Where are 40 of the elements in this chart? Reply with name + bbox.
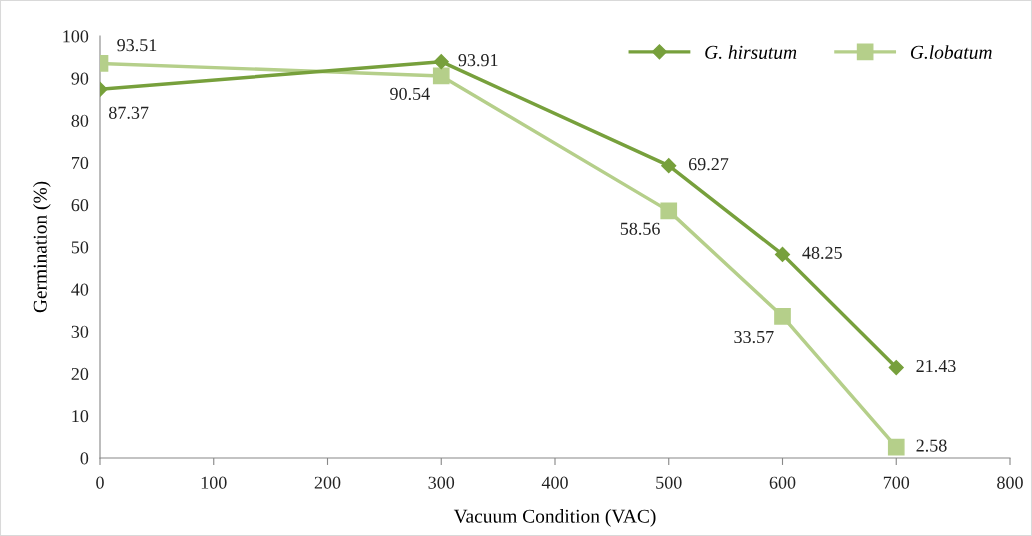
y-tick-label: 20 <box>71 367 89 381</box>
data-label: 87.37 <box>109 106 149 119</box>
y-tick-label: 60 <box>71 199 89 212</box>
data-label: 58.56 <box>620 222 660 235</box>
point <box>660 202 678 220</box>
legend-label: G.lobatum <box>910 45 992 59</box>
y-tick-label: 90 <box>71 72 89 85</box>
data-label: 2.58 <box>916 439 947 452</box>
legend-label: G. hirsutum <box>705 45 797 59</box>
data-label: 69.27 <box>688 158 729 171</box>
data-label: 33.57 <box>734 330 774 344</box>
data-label: 90.54 <box>390 87 430 100</box>
point <box>661 158 677 174</box>
x-tick-label: 200 <box>314 476 341 489</box>
x-tick-label: 400 <box>541 476 568 489</box>
y-tick-label: 10 <box>72 410 89 423</box>
y-tick-label: 0 <box>80 452 89 465</box>
y-tick-label: 40 <box>71 283 89 296</box>
point <box>887 438 905 456</box>
data-label: 48.25 <box>802 246 842 259</box>
y-tick-label: 30 <box>71 325 89 338</box>
data-label: 93.51 <box>117 39 157 52</box>
x-tick-label: 500 <box>656 476 682 489</box>
x-tick-label: 700 <box>883 476 910 489</box>
data-label: 21.43 <box>916 359 956 373</box>
x-tick-label: 300 <box>428 476 455 489</box>
y-tick-label: 50 <box>71 241 89 254</box>
point <box>774 308 791 325</box>
y-tick-label: 80 <box>71 114 89 127</box>
x-axis-title: Vacuum Condition (VAC) <box>453 509 656 527</box>
x-tick-label: 0 <box>96 476 104 489</box>
y-tick-label: 100 <box>63 30 89 43</box>
point <box>888 359 904 376</box>
x-tick-label: 600 <box>769 476 796 489</box>
y-axis-title: Germination (%) <box>33 181 51 313</box>
data-label: 93.91 <box>458 54 498 67</box>
x-tick-label: 800 <box>997 476 1023 489</box>
x-tick-label: 100 <box>201 476 227 489</box>
point <box>774 246 791 262</box>
y-tick-label: 70 <box>72 156 89 170</box>
